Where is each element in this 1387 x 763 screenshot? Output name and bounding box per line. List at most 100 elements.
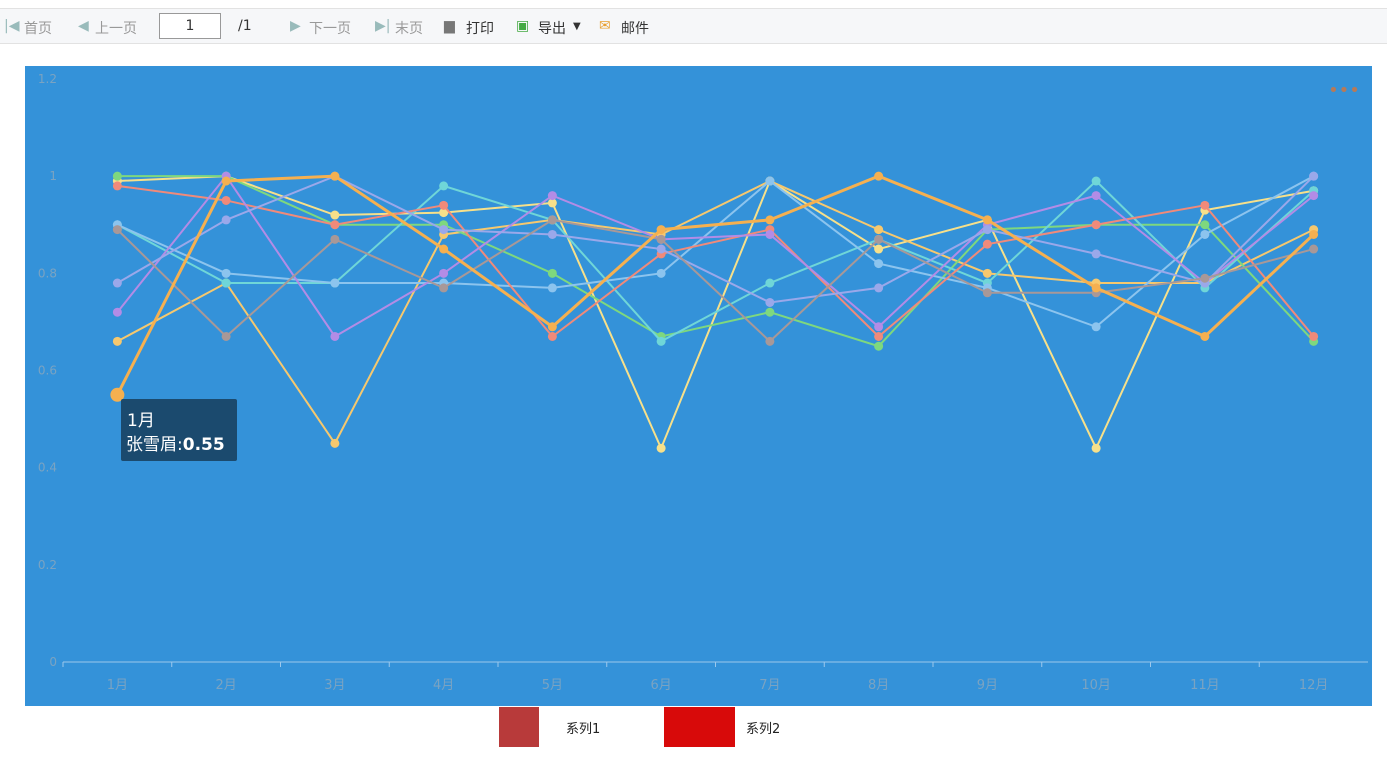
data-point — [112, 220, 122, 230]
data-point — [221, 331, 231, 341]
dropdown-arrow[interactable]: ▼ — [573, 21, 581, 32]
first-button[interactable]: 首页 — [24, 21, 52, 37]
x-tick-label: 7月 — [759, 678, 780, 693]
data-point — [439, 181, 449, 191]
data-point — [1309, 336, 1319, 346]
data-point — [656, 443, 666, 453]
toolbar: |◀ 首页 ◀ 上一页 1 /1 ▶ 下一页 ▶| 末页 ▆ 打印 ▣ 导出 ▼… — [0, 8, 1387, 44]
data-point — [874, 283, 884, 293]
icon: ▶ — [290, 18, 301, 34]
series-line — [117, 184, 1315, 338]
data-point — [982, 283, 992, 293]
page-input[interactable]: 1 — [159, 13, 221, 39]
y-tick-label: 0.8 — [38, 266, 57, 280]
plot-background — [25, 66, 1372, 706]
data-point — [982, 215, 992, 225]
data-point — [1091, 288, 1101, 298]
data-point — [112, 220, 122, 230]
data-point — [982, 220, 992, 230]
y-tick-label: 0.4 — [38, 461, 57, 475]
series-line — [116, 175, 1315, 328]
data-point — [1200, 278, 1210, 288]
data-point — [547, 322, 557, 332]
data-point — [221, 278, 231, 288]
data-point — [874, 244, 884, 254]
data-point — [330, 171, 340, 181]
data-point — [221, 176, 231, 186]
data-point — [221, 278, 231, 288]
legend-image — [499, 707, 539, 747]
data-point — [439, 268, 449, 278]
data-point — [765, 278, 775, 288]
data-point — [1200, 278, 1210, 288]
data-point — [765, 307, 775, 317]
data-point — [547, 215, 557, 225]
data-point — [874, 259, 884, 269]
data-point — [112, 176, 122, 186]
series-line — [116, 179, 1315, 446]
print-button[interactable]: 打印 — [466, 21, 494, 37]
data-point — [112, 336, 122, 346]
data-point — [1309, 191, 1319, 201]
data-point — [1309, 171, 1319, 181]
data-point — [547, 191, 557, 201]
data-point — [1091, 443, 1101, 453]
data-point — [547, 229, 557, 239]
export-button[interactable]: 导出 — [538, 21, 566, 37]
data-point — [439, 244, 449, 254]
data-point — [547, 283, 557, 293]
data-point — [765, 176, 775, 186]
data-point — [1091, 191, 1101, 201]
icon: |◀ — [4, 18, 20, 34]
data-point — [1200, 200, 1210, 210]
last-button[interactable]: 末页 — [395, 21, 423, 37]
data-point — [1200, 220, 1210, 230]
y-tick-label: 0.6 — [38, 364, 57, 378]
tooltip-category: 1月 — [127, 411, 155, 431]
mail-button[interactable]: 邮件 — [621, 21, 649, 37]
data-point — [874, 341, 884, 351]
data-point — [1091, 220, 1101, 230]
data-point — [982, 225, 992, 235]
x-tick-label: 4月 — [433, 678, 454, 693]
menu-dots: ••• — [1328, 80, 1360, 101]
data-point — [765, 176, 775, 186]
data-point — [656, 331, 666, 341]
data-point — [439, 200, 449, 210]
page-total: /1 — [238, 18, 252, 34]
data-point — [874, 322, 884, 332]
data-point — [439, 278, 449, 288]
data-point — [1200, 229, 1210, 239]
x-tick-label: 3月 — [324, 678, 345, 693]
x-tick-label: 8月 — [868, 678, 889, 693]
data-point — [1091, 278, 1101, 288]
data-point — [656, 234, 666, 244]
data-point — [874, 225, 884, 235]
icon: ◀ — [78, 18, 89, 34]
data-point — [112, 278, 122, 288]
data-point — [1309, 244, 1319, 254]
data-point — [1309, 331, 1319, 341]
legend-label: 系列2 — [746, 722, 781, 737]
data-point — [874, 234, 884, 244]
y-tick-label: 1 — [49, 169, 57, 183]
data-point — [982, 215, 992, 225]
data-point — [1309, 225, 1319, 235]
data-point — [112, 171, 122, 181]
data-point — [221, 171, 231, 181]
data-point — [1200, 273, 1210, 283]
data-point — [547, 215, 557, 225]
data-point — [330, 278, 340, 288]
data-point — [656, 234, 666, 244]
next-button[interactable]: 下一页 — [309, 21, 351, 37]
data-point — [330, 331, 340, 341]
data-point — [874, 331, 884, 341]
data-point — [1200, 205, 1210, 215]
data-point — [765, 176, 775, 186]
prev-button[interactable]: 上一页 — [95, 21, 137, 37]
icon: ▣ — [516, 18, 530, 34]
data-point — [765, 225, 775, 235]
legend-image — [664, 707, 735, 747]
